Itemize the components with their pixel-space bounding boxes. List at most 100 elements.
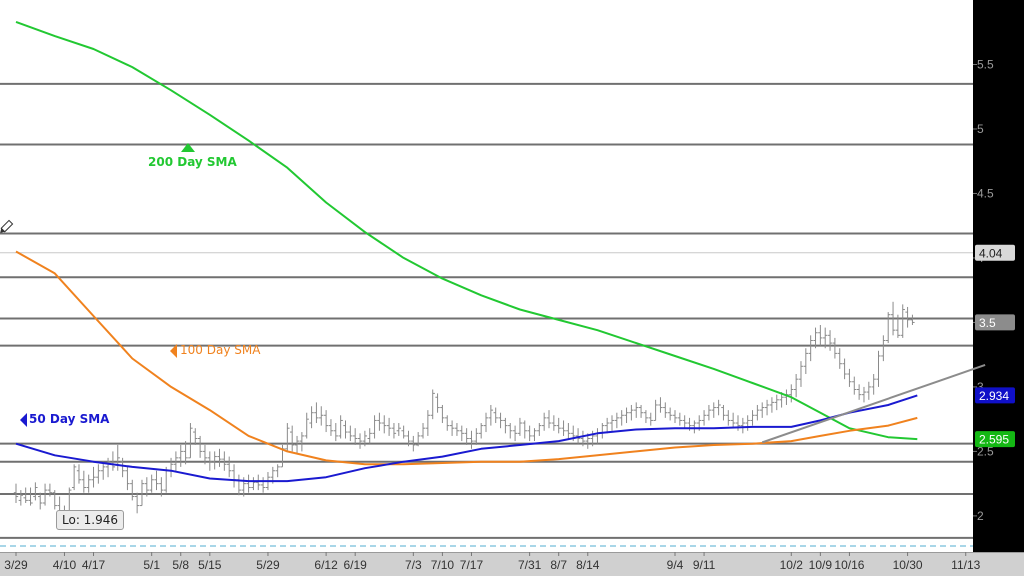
x-tick-label: 7/10 xyxy=(431,558,455,572)
price-bar xyxy=(881,335,886,362)
price-bar xyxy=(396,423,401,436)
trendline xyxy=(761,364,986,444)
price-bar xyxy=(91,466,96,488)
price-bar xyxy=(401,425,406,439)
price-bar xyxy=(290,425,295,452)
price-bar xyxy=(856,384,862,400)
price-bar xyxy=(483,412,489,433)
price-bar xyxy=(304,412,309,439)
sma200-label: 200 Day SMA xyxy=(148,155,237,169)
price-bar xyxy=(212,451,217,470)
price-bar xyxy=(847,368,852,387)
price-tag: 3.5 xyxy=(975,314,1015,331)
price-bar xyxy=(532,428,537,442)
price-bar xyxy=(328,419,334,436)
price-bar xyxy=(876,350,881,387)
price-bar xyxy=(711,402,716,418)
price-bar xyxy=(52,490,57,510)
price-bar xyxy=(149,474,154,493)
price-bar xyxy=(159,477,164,497)
price-bar xyxy=(454,423,460,436)
price-bar xyxy=(769,397,775,413)
price-bar xyxy=(323,410,329,433)
low-price-label: Lo: 1.946 xyxy=(56,510,125,530)
y-tick-label: 5 xyxy=(977,122,984,136)
price-bar xyxy=(643,410,649,424)
price-bar xyxy=(449,420,455,436)
price-bar xyxy=(285,423,290,452)
price-bar xyxy=(440,404,445,424)
price-bar xyxy=(803,348,809,375)
price-bar xyxy=(197,435,203,458)
price-bar xyxy=(764,399,770,416)
price-bar xyxy=(755,404,760,421)
price-bar xyxy=(663,402,668,418)
x-tick-label: 3/29 xyxy=(4,558,28,572)
price-bar xyxy=(580,430,586,447)
triangle-left-icon xyxy=(20,413,27,427)
price-bar xyxy=(362,430,368,447)
sma50-annotation: 50 Day SMA xyxy=(20,412,110,427)
x-axis-strip xyxy=(0,552,1024,576)
price-bar xyxy=(173,451,179,471)
sma200-line xyxy=(15,20,918,441)
price-bar xyxy=(188,423,193,459)
price-bar xyxy=(638,404,644,418)
price-bar xyxy=(561,420,566,436)
price-bar xyxy=(406,430,411,447)
price-tag: 2.595 xyxy=(975,431,1015,448)
price-bar xyxy=(33,482,38,501)
x-tick-label: 7/31 xyxy=(518,558,542,572)
price-bar xyxy=(726,410,731,426)
sma200-annotation: 200 Day SMA xyxy=(148,143,237,169)
price-bar xyxy=(890,301,896,336)
price-bar xyxy=(386,417,392,436)
price-tag-text: 2.595 xyxy=(979,433,1009,447)
x-tick-label: 9/11 xyxy=(693,558,716,572)
price-tag-box xyxy=(975,387,1015,404)
price-bar xyxy=(445,415,450,431)
x-tick-label: 7/3 xyxy=(405,558,422,572)
price-bar xyxy=(420,423,426,439)
price-bar xyxy=(309,406,314,429)
price-bar xyxy=(614,412,620,429)
price-bar xyxy=(750,410,755,426)
price-bar xyxy=(275,464,280,478)
price-tag-text: 2.934 xyxy=(979,389,1009,403)
price-bar xyxy=(852,376,857,395)
x-tick-label: 5/29 xyxy=(256,558,280,572)
price-bar xyxy=(648,412,653,426)
price-bar xyxy=(154,470,159,491)
price-bar xyxy=(575,428,581,444)
price-bar xyxy=(38,492,43,510)
x-tick-label: 8/14 xyxy=(576,558,600,572)
price-bar xyxy=(459,425,464,442)
x-tick-label: 10/30 xyxy=(893,558,923,572)
price-bar xyxy=(706,404,712,421)
price-bar xyxy=(861,386,867,403)
price-bar xyxy=(677,412,683,426)
x-tick-label: 10/2 xyxy=(780,558,804,572)
pencil-tip xyxy=(0,228,5,233)
sma50-label: 50 Day SMA xyxy=(29,412,110,426)
price-bar xyxy=(260,477,266,493)
price-bar xyxy=(357,433,363,449)
pencil-icon xyxy=(0,219,14,233)
price-bar xyxy=(527,425,532,442)
price-bar xyxy=(842,358,847,380)
price-bar xyxy=(367,428,372,444)
price-bar xyxy=(789,384,794,403)
x-tick-label: 9/4 xyxy=(667,558,684,572)
price-bar xyxy=(493,407,498,424)
price-bar xyxy=(701,410,707,426)
price-bar xyxy=(338,415,343,439)
price-bar xyxy=(299,432,305,452)
price-bar xyxy=(730,412,736,429)
price-bar xyxy=(105,457,111,478)
price-bar xyxy=(81,470,87,493)
price-bar xyxy=(411,435,416,452)
y-tick-label: 5.5 xyxy=(977,57,994,71)
y-tick-label: 4.5 xyxy=(977,186,994,200)
